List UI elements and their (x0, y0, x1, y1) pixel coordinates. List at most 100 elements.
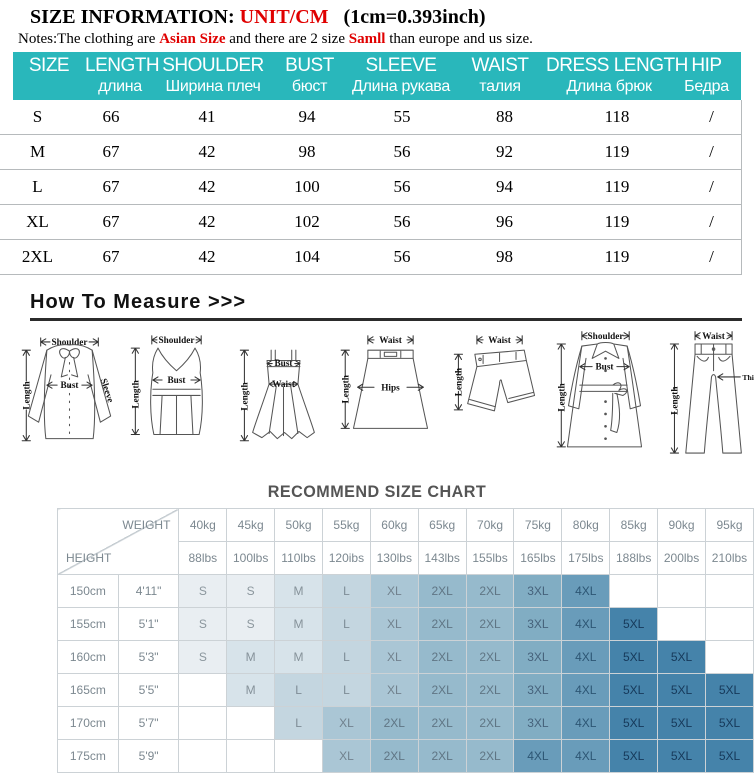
height-ft-cell: 5'7" (117, 706, 180, 740)
weight-kg-cell: 50kg (274, 508, 323, 542)
height-ft-cell: 5'3" (117, 640, 180, 674)
notes-asian-size: Asian Size (159, 31, 226, 47)
recommend-size-cell: 5XL (657, 706, 706, 740)
size-table-cell: 56 (393, 177, 411, 196)
recommend-row: 170cm 5'7" L XL 2XL 2XL 2XL 3XL 4XL 5XL 5XL 5XL (57, 706, 754, 740)
shorts-diagram: Waist Length (453, 335, 536, 412)
recommend-size-cell: 5XL (657, 739, 706, 773)
recommend-size-cell (226, 739, 276, 773)
pants-waist-label: Waist (702, 332, 726, 342)
size-table-row: L 67 42 100 56 94 119 / (0, 170, 741, 205)
size-table-cell: 96 (496, 212, 513, 231)
recommend-size-cell: L (321, 607, 371, 641)
size-table-column-header: DRESS LENGTH Длина брюк (546, 55, 688, 95)
recommend-size-cell: 3XL (513, 706, 563, 740)
recommend-size-cell: 5XL (609, 739, 659, 773)
weight-kg-cell: 60kg (369, 508, 419, 542)
recommend-size-cell: S (178, 574, 228, 608)
size-table-column-header: HIP Бедра (684, 55, 729, 95)
weight-kg-cell: 80kg (561, 508, 611, 542)
weight-kg-cell: 70kg (465, 508, 515, 542)
size-table-cell: 66 (102, 107, 120, 126)
recommend-row: 155cm 5'1" S S M L XL 2XL 2XL 3XL 4XL 5XL (57, 607, 754, 641)
recommend-row: 150cm 4'11" S S M L XL 2XL 2XL 3XL 4XL (57, 574, 754, 608)
skirt-diagram: Waist Hips Length (340, 335, 429, 429)
size-table-column-header: SLEEVE Длина рукава (352, 55, 450, 95)
weight-kg-cell: 45kg (226, 508, 276, 542)
dress-waist-label: Waist (272, 380, 296, 390)
weight-label: WEIGHT (122, 518, 171, 532)
recommend-size-cell: 4XL (561, 607, 611, 641)
recommend-size-cell (657, 574, 706, 608)
size-table-column-header: SHOULDER Ширина плеч (162, 55, 264, 95)
recommend-size-cell: L (321, 574, 371, 608)
coat-bust-label: Bust (596, 363, 615, 373)
recommend-body: 150cm 4'11" S S M L XL 2XL 2XL 3XL 4XL 155cm 5'1" S S M… (57, 574, 754, 773)
size-table-cell: 56 (393, 247, 411, 266)
weight-lbs-cell: 200lbs (657, 541, 706, 575)
recommend-size-cell: 5XL (609, 706, 659, 740)
weight-lbs-cell: 88lbs (178, 541, 228, 575)
size-table-cell: 67 (102, 142, 120, 161)
recommend-size-cell: 4XL (513, 739, 563, 773)
recommend-size-cell: 5XL (704, 739, 754, 773)
height-cm-cell: 160cm (57, 640, 119, 674)
height-ft-cell: 5'9" (117, 739, 180, 773)
recommend-size-cell: 2XL (417, 673, 467, 707)
weight-height-corner: WEIGHT HEIGHT (56, 508, 180, 575)
recommend-size-cell: M (226, 673, 276, 707)
size-info-page: { "colors": { "teal": "#29b7bb", "red": … (0, 6, 754, 773)
blouse-length-label: Length (22, 381, 32, 409)
recommend-head: WEIGHT HEIGHT 40kg 45kg 50kg 55kg 60kg 65kg 70kg… (56, 508, 754, 575)
title-unit: UNIT/CM (239, 6, 329, 28)
recommend-size-cell: 5XL (657, 640, 706, 674)
size-table-cell: 94 (496, 177, 513, 196)
size-table-cell: 67 (102, 247, 120, 266)
how-to-measure-title: How To Measure >>> (30, 291, 754, 314)
size-table-cell: 102 (294, 212, 320, 231)
recommend-size-cell: 2XL (465, 574, 515, 608)
recommend-row: 160cm 5'3" S M M L XL 2XL 2XL 3XL 4XL 5XL 5XL (57, 640, 754, 674)
size-table-cell: S (32, 107, 43, 126)
recommend-row: 165cm 5'5" M L L XL 2XL 2XL 3XL 4XL 5XL 5XL 5XL (57, 673, 754, 707)
height-cm-cell: 155cm (57, 607, 119, 641)
notes-text: than europe and us size. (385, 31, 533, 47)
recommend-size-cell: 5XL (609, 640, 659, 674)
size-table-cell: 100 (294, 177, 320, 196)
recommend-size-cell: L (321, 673, 371, 707)
measure-divider (30, 318, 742, 321)
size-table-cell: 119 (604, 247, 630, 266)
skirt-hips-label: Hips (381, 383, 400, 393)
size-table-cell: 67 (102, 177, 120, 196)
weight-lbs-cell: 110lbs (274, 541, 323, 575)
recommend-size-cell (274, 739, 323, 773)
recommend-size-cell: 2XL (465, 739, 515, 773)
recommend-size-cell: XL (321, 739, 371, 773)
size-table-cell: / (709, 247, 714, 266)
recommend-size-cell: XL (369, 673, 419, 707)
recommend-size-cell: 5XL (657, 673, 706, 707)
recommend-size-cell: S (178, 640, 228, 674)
pants-thigh-label: Thigh (742, 373, 754, 382)
recommend-size-cell: M (274, 607, 323, 641)
size-table-cell: 67 (102, 212, 120, 231)
recommend-size-cell: 3XL (513, 640, 563, 674)
size-table-cell: 92 (496, 142, 513, 161)
size-table-cell: / (709, 212, 714, 231)
recommend-size-cell: L (274, 673, 323, 707)
weight-lbs-cell: 165lbs (513, 541, 563, 575)
blouse-diagram: Shoulder Length Bust Sleeve (21, 337, 115, 442)
size-notes: Notes:The clothing are Asian Size and th… (18, 31, 754, 48)
size-table-cell: 42 (198, 142, 216, 161)
dress-diagram: Length Bust Waist (239, 349, 315, 442)
size-table-cell: / (709, 107, 714, 126)
recommend-size-cell (704, 640, 754, 674)
recommend-size-cell (178, 739, 228, 773)
height-label: HEIGHT (66, 551, 112, 565)
weight-lbs-cell: 120ibs (321, 541, 371, 575)
height-ft-cell: 5'1" (117, 607, 180, 641)
size-table-column-header: SIZE (28, 55, 70, 76)
how-to-measure-label: How To Measure (30, 291, 202, 313)
recommend-size-cell (704, 607, 754, 641)
recommend-size-chart: WEIGHT HEIGHT 40kg 45kg 50kg 55kg 60kg 65kg 70kg… (56, 508, 754, 773)
